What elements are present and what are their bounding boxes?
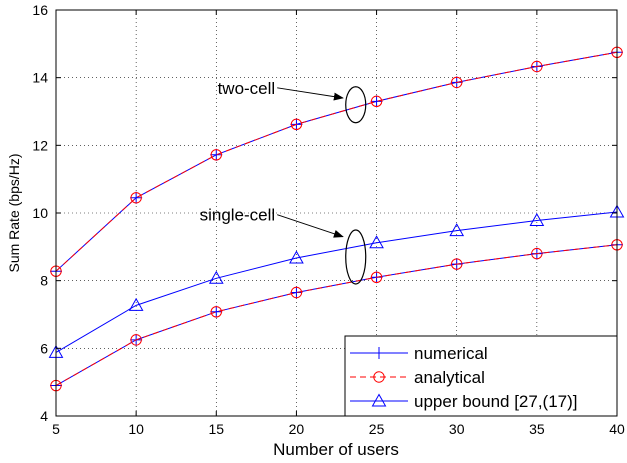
legend-entry: numerical: [350, 344, 488, 363]
data-point: [370, 271, 383, 283]
series-line: [55, 51, 618, 272]
data-point: [290, 286, 303, 299]
annotation-arrow: [277, 214, 344, 238]
x-tick-label: 5: [52, 421, 60, 437]
x-axis-label: Number of users: [273, 440, 399, 459]
data-point: [451, 76, 463, 89]
data-point: [531, 60, 543, 73]
data-point: [130, 334, 142, 346]
legend-entry: upper bound [27,(17)]: [350, 392, 578, 411]
data-point: [451, 258, 463, 270]
y-tick-label: 4: [40, 408, 48, 424]
data-point: [130, 192, 142, 204]
y-tick-label: 10: [32, 205, 48, 221]
y-tick-label: 6: [40, 340, 48, 356]
y-tick-label: 16: [32, 2, 48, 18]
data-point: [208, 270, 224, 284]
y-tick-label: 14: [32, 70, 48, 86]
legend-entry: analytical: [350, 368, 485, 387]
legend-box: [344, 335, 618, 417]
data-point: [370, 95, 383, 108]
data-point: [210, 306, 222, 318]
legend: numerical analytical upper bound [27,(17)]: [344, 335, 618, 417]
legend-marker: [373, 347, 385, 359]
data-point: [210, 148, 223, 161]
y-tick-label: 8: [40, 273, 48, 289]
data-point: [449, 223, 465, 237]
annotation-single-cell: single-cell: [200, 206, 367, 285]
x-tick-label: 20: [289, 421, 305, 437]
series-single-cell-triangle: [48, 204, 625, 358]
annotation-two-cell: two-cell: [218, 79, 367, 124]
data-point: [289, 250, 304, 264]
legend-label: analytical: [414, 368, 485, 387]
annotation-layer: two-cell single-cell: [200, 79, 367, 285]
annotation-ellipse: [345, 86, 367, 124]
x-tick-label: 35: [529, 421, 545, 437]
x-tick-label: 40: [609, 421, 625, 437]
y-axis-label: Sum Rate (bps/Hz): [6, 153, 22, 272]
grid-lines: [56, 10, 617, 416]
legend-label: upper bound [27,(17)]: [414, 392, 578, 411]
x-tick-label: 30: [449, 421, 465, 437]
data-point: [210, 305, 223, 318]
legend-marker: [371, 393, 387, 407]
annotation-ellipse: [345, 229, 367, 285]
axes-layer: 5 10 15 20 25 30 35 40 4 6 8 10 12 14 16: [32, 2, 625, 437]
data-point: [210, 149, 222, 161]
annotation-label: two-cell: [218, 79, 276, 98]
data-point: [130, 191, 143, 204]
data-point: [128, 297, 144, 311]
data-point: [531, 247, 543, 260]
x-tick-label: 25: [369, 421, 385, 437]
x-tick-label: 15: [208, 421, 224, 437]
data-point: [370, 95, 383, 108]
y-tick-label: 12: [32, 137, 48, 153]
annotation-arrow: [277, 87, 344, 101]
annotation-label: single-cell: [200, 206, 276, 225]
legend-marker: [373, 371, 385, 383]
data-point: [290, 286, 303, 299]
series-line: [55, 244, 618, 386]
legend-label: numerical: [414, 344, 488, 363]
x-tick-label: 10: [128, 421, 144, 437]
data-point: [529, 212, 545, 226]
data-point: [369, 235, 384, 249]
data-point: [290, 118, 303, 131]
series-line: [55, 211, 618, 353]
